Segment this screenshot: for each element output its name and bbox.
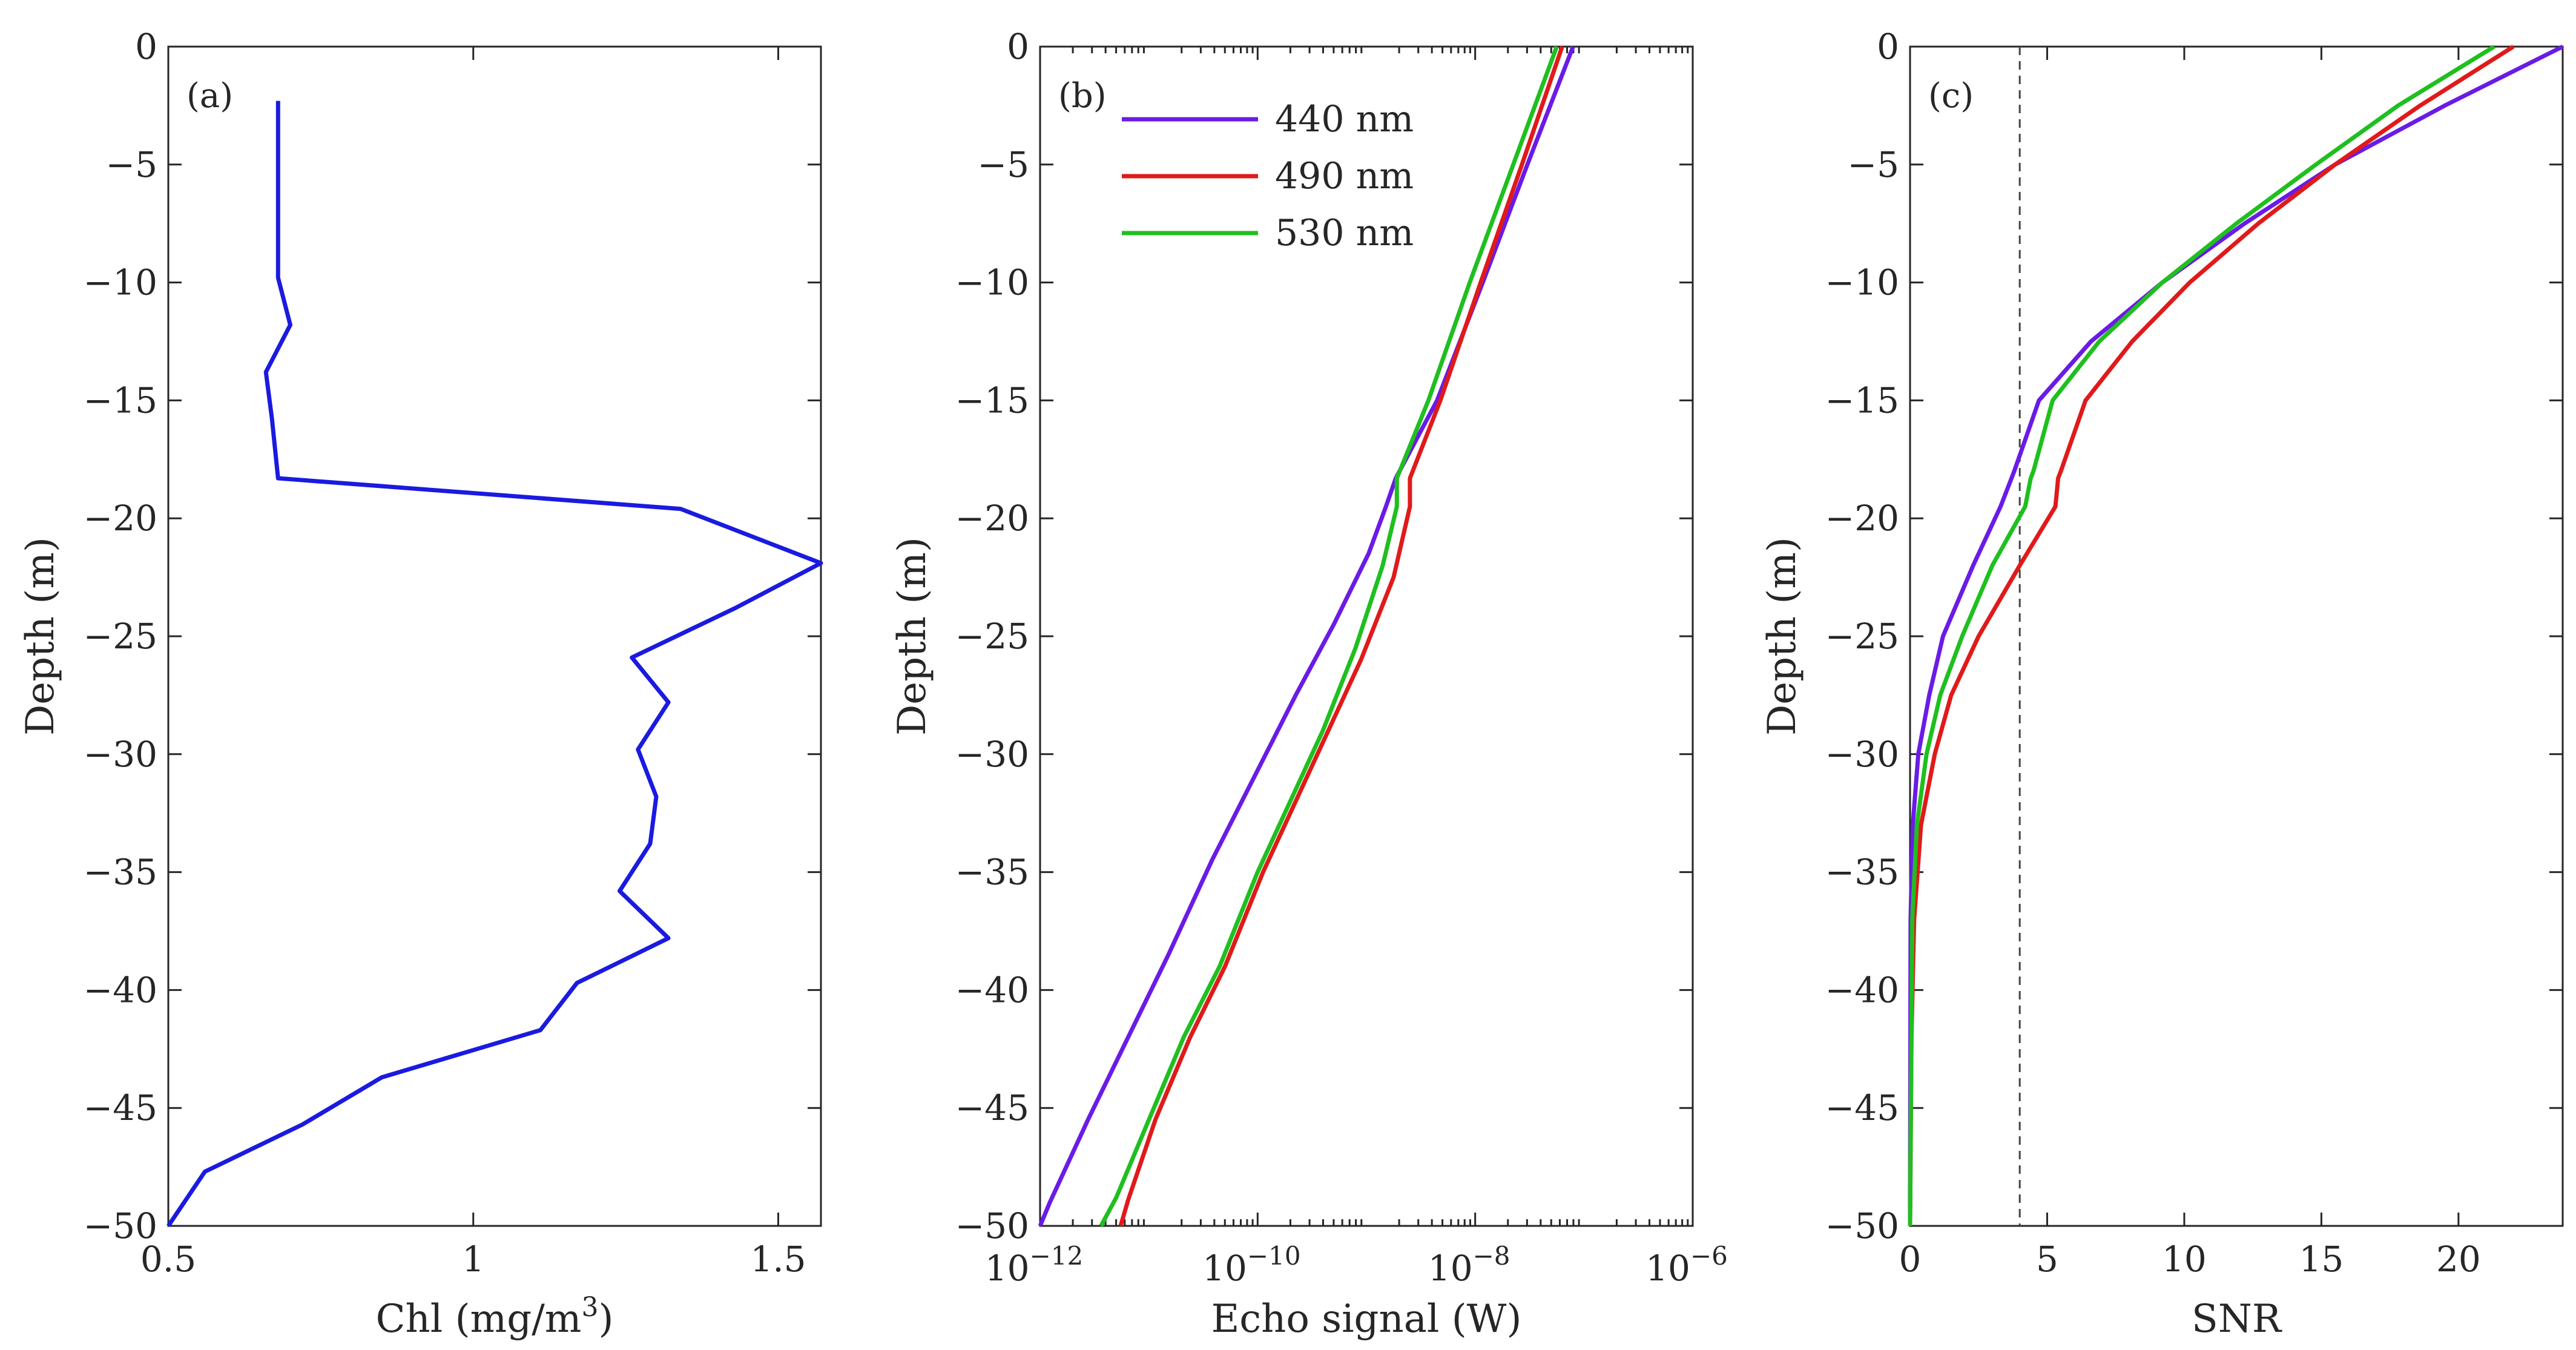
ytick-label: −40: [1825, 969, 1899, 1010]
legend-label-530: 530 nm: [1275, 212, 1414, 254]
panel-c-series: [1908, 44, 2564, 1227]
ytick-label: 0: [1007, 26, 1029, 67]
ytick-label: −10: [955, 262, 1029, 303]
ytick-label: −50: [955, 1205, 1029, 1246]
panel-a-xlabel-end: ): [598, 1297, 613, 1342]
panel-c-xlabel: SNR: [2192, 1297, 2282, 1342]
panel-a-tag: (a): [186, 76, 233, 116]
series-line-490-nm: [1908, 45, 2515, 1227]
panel-a-xlabel-main: Chl (mg/m: [376, 1297, 582, 1342]
xtick-label: 20: [2436, 1239, 2481, 1280]
ytick-label: −25: [955, 616, 1029, 657]
ytick-label: −30: [84, 734, 157, 775]
xtick-label: 15: [2299, 1239, 2344, 1280]
panel-a-ylabel: Depth (m): [18, 537, 63, 736]
ytick-label: −35: [84, 852, 157, 893]
panel-a-series: [166, 100, 823, 1227]
panel-a-xlabel-sup: 3: [581, 1292, 598, 1323]
ytick-label: −45: [1825, 1087, 1899, 1128]
series-line-490-nm: [1118, 45, 1564, 1227]
xtick-label: 0.5: [140, 1239, 196, 1280]
panel-b-tag: (b): [1058, 76, 1107, 116]
ytick-label: −20: [1825, 498, 1899, 539]
series-line-440-nm: [1908, 44, 2564, 1227]
ytick-label: −10: [1825, 262, 1899, 303]
panel-c: 0−5−10−15−20−25−30−35−40−45−500 5 10 15 20 (…: [1760, 26, 2564, 1342]
ytick-label: −40: [955, 969, 1029, 1010]
panel-a: 0 −5 −10 −15 −20 −25 −30 −35 −40 −45 −500.5 1 1.5 (a…: [18, 26, 823, 1342]
ytick-label: −35: [1825, 852, 1899, 893]
xtick-label: 1.5: [750, 1239, 806, 1280]
series-line-chl: [166, 100, 823, 1227]
ytick-label: −45: [84, 1087, 157, 1128]
legend-label-440: 440 nm: [1275, 98, 1414, 140]
xtick-label: 0: [1899, 1239, 1922, 1280]
panel-b-ylabel: Depth (m): [890, 537, 935, 736]
xtick-label: 1: [462, 1239, 484, 1280]
panel-a-tick-labels: 0 −5 −10 −15 −20 −25 −30 −35 −40 −45 −500.5 1 1.5: [84, 26, 806, 1280]
ytick-label: −20: [955, 498, 1029, 539]
legend-label-490: 490 nm: [1275, 155, 1414, 197]
ytick-label: 0: [1877, 26, 1899, 67]
panel-b-series: [1038, 45, 1575, 1227]
series-line-530-nm: [1099, 45, 1559, 1227]
xtick-label: 10−6: [1645, 1241, 1728, 1289]
ytick-label: −20: [84, 498, 157, 539]
series-line-530-nm: [1908, 45, 2495, 1227]
xtick-label: 10: [2162, 1239, 2207, 1280]
ytick-label: −45: [955, 1087, 1029, 1128]
ytick-label: −5: [978, 144, 1030, 185]
ytick-label: −35: [955, 852, 1029, 893]
ytick-label: −5: [106, 144, 158, 185]
ytick-label: −40: [84, 969, 157, 1010]
panel-c-ylabel: Depth (m): [1760, 537, 1805, 736]
panel-c-tag: (c): [1928, 76, 1974, 116]
ytick-label: 0: [135, 26, 157, 67]
ytick-label: −25: [1825, 616, 1899, 657]
ytick-label: −30: [1825, 734, 1899, 775]
ytick-label: −25: [84, 616, 157, 657]
ytick-label: −5: [1848, 144, 1900, 185]
panel-a-ticks: [167, 45, 821, 1227]
ytick-label: −15: [84, 380, 157, 421]
xtick-label: 10−8: [1428, 1241, 1510, 1289]
panel-b-legend: 440 nm 490 nm 530 nm: [1122, 98, 1414, 254]
ytick-label: −50: [1825, 1205, 1899, 1246]
ytick-label: −15: [955, 380, 1029, 421]
xtick-label: 5: [2036, 1239, 2058, 1280]
xtick-label: 10−12: [985, 1241, 1083, 1289]
panel-a-xlabel: Chl (mg/m3): [376, 1292, 614, 1342]
panel-c-tick-labels: 0−5−10−15−20−25−30−35−40−45−500 5 10 15 20: [1825, 26, 2481, 1280]
panel-b-ticks: [1039, 45, 1694, 1227]
xtick-label: 10−10: [1202, 1241, 1300, 1289]
ytick-label: −50: [84, 1205, 157, 1246]
ytick-label: −10: [84, 262, 157, 303]
panel-b-xlabel: Echo signal (W): [1211, 1297, 1522, 1342]
ytick-label: −30: [955, 734, 1029, 775]
ytick-label: −15: [1825, 380, 1899, 421]
